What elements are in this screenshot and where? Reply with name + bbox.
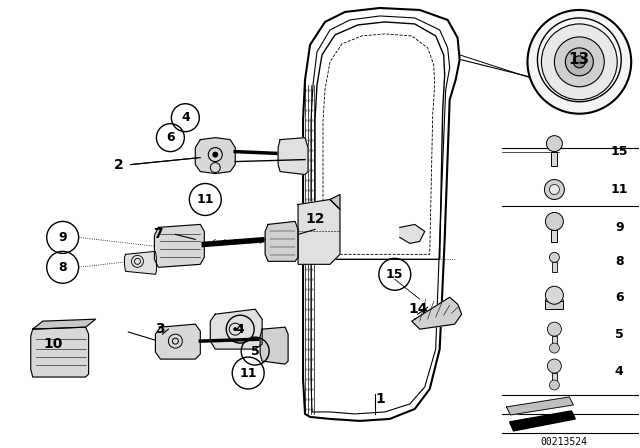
Text: 4: 4 — [615, 365, 623, 378]
Text: 7: 7 — [154, 228, 163, 241]
Text: 9: 9 — [615, 221, 623, 234]
Text: 11: 11 — [196, 193, 214, 206]
Text: 4: 4 — [181, 111, 189, 124]
Circle shape — [545, 212, 563, 230]
Circle shape — [545, 180, 564, 199]
FancyBboxPatch shape — [552, 263, 557, 272]
Text: 2: 2 — [114, 158, 124, 172]
Polygon shape — [509, 411, 575, 431]
Circle shape — [554, 37, 604, 87]
Circle shape — [573, 56, 586, 68]
Text: 12: 12 — [305, 212, 324, 226]
Text: 9: 9 — [58, 231, 67, 244]
Polygon shape — [31, 327, 88, 377]
Text: 10: 10 — [43, 337, 62, 351]
Text: 15: 15 — [386, 268, 404, 281]
FancyBboxPatch shape — [552, 336, 557, 346]
Text: 8: 8 — [615, 255, 623, 268]
Polygon shape — [154, 224, 204, 267]
Text: 4: 4 — [236, 323, 244, 336]
Text: 6: 6 — [615, 291, 623, 304]
Circle shape — [547, 359, 561, 373]
Polygon shape — [265, 221, 298, 261]
Text: 8: 8 — [58, 261, 67, 274]
Text: 11: 11 — [239, 366, 257, 379]
Text: 6: 6 — [166, 131, 175, 144]
Text: 1: 1 — [375, 392, 385, 406]
Text: 5: 5 — [251, 345, 260, 358]
Polygon shape — [400, 224, 425, 243]
Polygon shape — [125, 251, 156, 274]
Polygon shape — [278, 138, 308, 175]
Text: 13: 13 — [569, 52, 590, 67]
Circle shape — [549, 185, 559, 194]
Text: 3: 3 — [156, 322, 165, 336]
Circle shape — [549, 343, 559, 353]
Polygon shape — [506, 397, 573, 415]
FancyBboxPatch shape — [545, 301, 563, 309]
Circle shape — [565, 48, 593, 76]
Text: 5: 5 — [615, 327, 623, 340]
Polygon shape — [330, 194, 340, 210]
Circle shape — [549, 252, 559, 263]
FancyBboxPatch shape — [552, 151, 557, 166]
Circle shape — [527, 10, 631, 114]
Circle shape — [545, 286, 563, 304]
Polygon shape — [33, 319, 95, 329]
Polygon shape — [412, 297, 461, 329]
Polygon shape — [211, 309, 262, 349]
Text: 00213524: 00213524 — [541, 437, 588, 447]
Polygon shape — [298, 199, 340, 264]
Circle shape — [212, 151, 218, 158]
Polygon shape — [260, 327, 288, 364]
FancyBboxPatch shape — [552, 230, 557, 242]
FancyBboxPatch shape — [552, 373, 557, 383]
Circle shape — [547, 136, 563, 151]
Circle shape — [549, 380, 559, 390]
Text: 15: 15 — [611, 145, 628, 158]
Circle shape — [547, 322, 561, 336]
Polygon shape — [156, 324, 200, 359]
Polygon shape — [195, 138, 236, 173]
Circle shape — [541, 24, 617, 100]
Text: 14: 14 — [408, 302, 428, 316]
Circle shape — [233, 327, 237, 331]
Text: 11: 11 — [611, 183, 628, 196]
